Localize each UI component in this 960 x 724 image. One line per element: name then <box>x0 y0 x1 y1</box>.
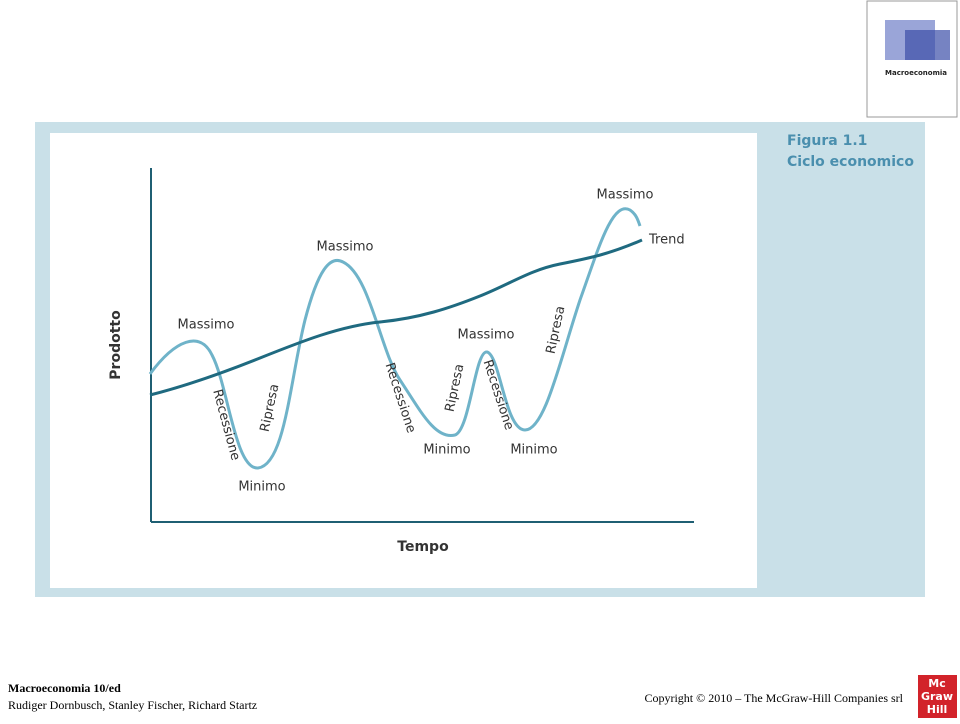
label: Massimo <box>458 328 515 343</box>
book-cover: Macroeconomia <box>866 0 958 118</box>
label: Minimo <box>423 443 470 458</box>
logo: Mc Graw Hill <box>918 675 957 718</box>
logo-text: Mc <box>928 677 945 690</box>
figure-title: Figura 1.1 <box>787 133 867 149</box>
figure-subtitle: Ciclo economico <box>787 154 914 170</box>
label: Massimo <box>317 240 374 255</box>
cover-art <box>905 30 950 60</box>
logo-text: Graw <box>921 690 953 703</box>
label: Massimo <box>597 188 654 203</box>
cover-title: Macroeconomia <box>885 69 947 77</box>
business-cycle-curve <box>148 207 642 470</box>
y-axis-label: Prodotto <box>108 310 124 380</box>
footer-copyright: Copyright © 2010 – The McGraw-Hill Compa… <box>644 691 903 705</box>
footer-authors: Rudiger Dornbusch, Stanley Fischer, Rich… <box>8 698 257 712</box>
label: Minimo <box>238 480 285 495</box>
trend-curve <box>149 238 643 397</box>
logo-box <box>918 675 957 718</box>
label: Massimo <box>178 318 235 333</box>
label: Minimo <box>510 443 557 458</box>
figure-area <box>50 133 757 588</box>
label: Trend <box>648 233 685 248</box>
logo-text: Hill <box>927 703 948 716</box>
x-axis-label: Tempo <box>397 539 449 555</box>
footer-book: Macroeconomia 10/ed <box>8 681 121 695</box>
